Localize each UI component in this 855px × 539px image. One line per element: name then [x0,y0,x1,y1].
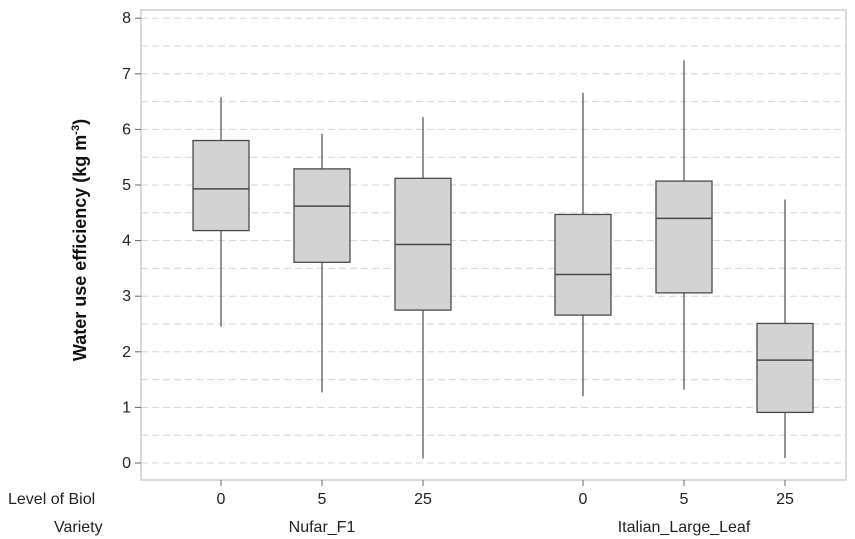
level-label: 0 [217,491,226,508]
x-axis-labels: 0 5 25 Nufar_F1 0 5 25 Italian_Large_Leaf [217,480,794,536]
iqr-box [293,168,351,263]
box-Italian_Large_Leaf-5 [655,60,713,390]
box-Nufar_F1-5 [293,133,351,393]
variety-label: Nufar_F1 [289,519,356,536]
grid-lines [141,17,846,464]
boxes [192,60,814,459]
box-Italian_Large_Leaf-0 [554,92,612,397]
level-label: 5 [318,491,327,508]
y-tick-label: 3 [122,288,131,305]
variety-label: Italian_Large_Leaf [618,519,751,536]
y-tick-label: 8 [122,10,131,27]
y-tick-label: 2 [122,344,131,361]
box-Italian_Large_Leaf-25 [756,199,814,458]
y-axis: 0 1 2 3 4 5 6 7 8 [122,10,141,472]
box-Nufar_F1-0 [192,97,250,327]
y-axis-title-close: ) [70,119,90,125]
level-label: 25 [776,491,794,508]
row-label-level: Level of Biol [8,491,95,508]
box-Nufar_F1-25 [394,117,452,459]
iqr-box [655,180,713,294]
y-tick-label: 5 [122,177,131,194]
plot-frame [140,9,847,481]
iqr-box [554,213,612,316]
y-tick-label: 0 [122,455,131,472]
y-axis-title-superscript: -3 [70,125,82,135]
y-tick-label: 1 [122,399,131,416]
y-axis-title: Water use efficiency (kg m-3) [70,119,90,361]
level-label: 25 [414,491,432,508]
row-label-variety: Variety [54,519,103,536]
y-tick-label: 6 [122,121,131,138]
iqr-box [192,139,250,232]
y-tick-label: 4 [122,233,131,250]
iqr-box [756,322,814,414]
y-tick-label: 7 [122,66,131,83]
level-label: 0 [579,491,588,508]
level-label: 5 [680,491,689,508]
y-axis-title-main: Water use efficiency (kg m [70,135,90,361]
